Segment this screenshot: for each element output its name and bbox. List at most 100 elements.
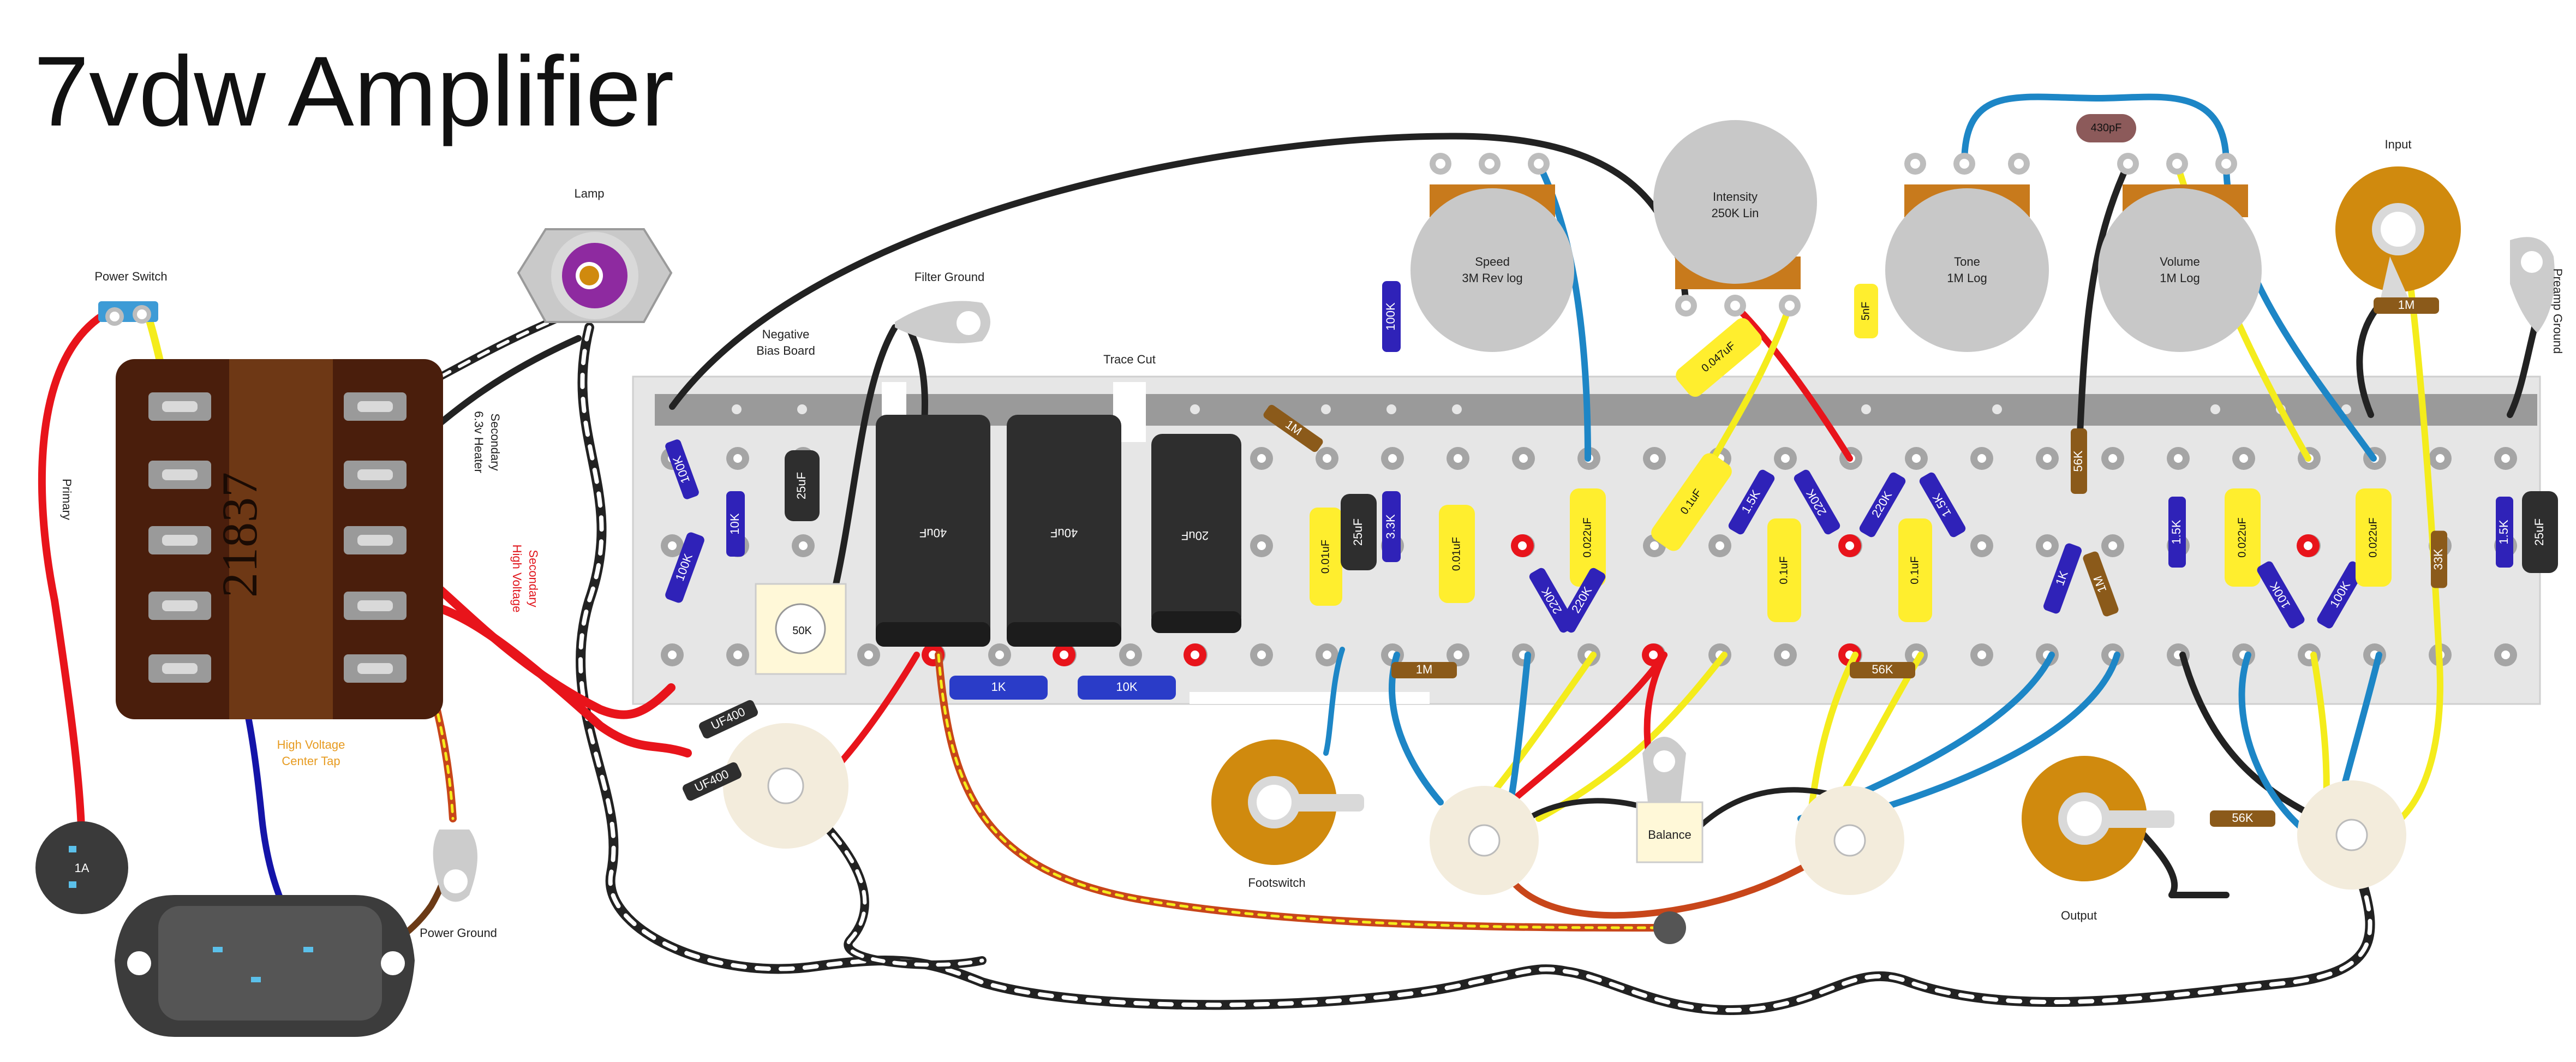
component-body: [1570, 488, 1606, 587]
rail-tap: [1861, 404, 1871, 414]
component-cap-01uf-b: 0.1uF: [1898, 518, 1932, 622]
component-filter-cap-1: 40uF: [919, 526, 947, 540]
label-lamp: Lamp: [574, 187, 604, 200]
component-res-15k-c: 1.5K: [2168, 497, 2186, 568]
component-body: [1854, 284, 1878, 338]
pot-intensity-value: 250K Lin: [1712, 206, 1759, 220]
component-body: [2083, 551, 2119, 617]
fuse-rating: 1A: [75, 861, 89, 875]
eyelet-hole: [2043, 454, 2052, 463]
eyelet-hole: [1454, 454, 1462, 463]
component-body: [1898, 518, 1932, 622]
eyelet-hole: [1454, 651, 1462, 659]
component-body: [2374, 297, 2439, 314]
component-body: [2356, 488, 2392, 587]
iec-power-inlet: [115, 895, 415, 1037]
label-balance: Balance: [1648, 828, 1692, 842]
pot-volume-value: 1M Log: [2160, 271, 2200, 285]
component-value: 25uF: [794, 472, 808, 499]
component-res-56k-bottom: 56K: [1850, 662, 1915, 678]
component-value: 33K: [2431, 548, 2445, 570]
component-cap-001uf-a: 0.01uF: [1310, 508, 1342, 606]
label-hv-ct-1: High Voltage: [277, 738, 345, 751]
pot-lug-hole: [1485, 159, 1495, 169]
component-value: 0.1uF: [1909, 556, 1921, 584]
pot-lug-hole: [1785, 301, 1795, 311]
pot-lug-hole: [1436, 159, 1445, 169]
eyelet-hole: [1845, 541, 1854, 550]
eyelet-hole: [1257, 541, 1266, 550]
component-value: 0.022uF: [2367, 517, 2379, 557]
component-body: [785, 450, 820, 521]
component-body: [665, 532, 704, 603]
label-hv-ct-2: Center Tap: [282, 754, 340, 768]
component-res-100k-speed: 100K: [1382, 281, 1401, 352]
component-value: 10K: [1116, 680, 1137, 694]
component-res-56k-output: 56K: [2210, 810, 2275, 827]
eyelet-hole: [1649, 651, 1658, 659]
chassis-ground-point: [1653, 911, 1686, 944]
pot-tone-name: Tone: [1954, 255, 1980, 269]
eyelet-hole: [1781, 651, 1790, 659]
eyelet-hole: [1060, 651, 1068, 659]
component-cap-25uf-bias: 25uF: [785, 450, 820, 521]
component-value: 1K: [991, 680, 1006, 694]
component-body: [2043, 543, 2082, 614]
label-filter-ground: Filter Ground: [915, 270, 984, 284]
component-value: 20uF: [1181, 529, 1209, 542]
label-power-switch: Power Switch: [94, 270, 167, 283]
component-res-10k-blue: 10K: [1078, 676, 1176, 700]
eyelet-hole: [1650, 454, 1659, 463]
eyelet-hole: [1977, 454, 1986, 463]
component-body: [2522, 491, 2558, 573]
eyelet-hole: [1518, 541, 1527, 550]
component-body: [1794, 469, 1840, 535]
component-value: 1M: [1416, 663, 1433, 676]
component-value: 40uF: [919, 526, 947, 540]
component-body: [1439, 505, 1475, 603]
component-body: [683, 762, 742, 801]
component-body: [2076, 114, 2136, 142]
transformer-tab-slot: [357, 535, 393, 546]
component-res-33k: 3.3K: [1382, 491, 1401, 562]
component-value: 56K: [2232, 811, 2253, 825]
component-body: [665, 439, 699, 499]
pot-lug-hole: [1534, 159, 1544, 169]
component-value: 100K: [1384, 302, 1397, 331]
tube-sockets: [723, 723, 2406, 895]
fuse-holder: 1A: [35, 821, 128, 914]
bias-pot-value: 50K: [792, 625, 812, 637]
pots: [1410, 120, 2262, 352]
label-heater-2: Secondary: [488, 413, 502, 470]
component-body: [1676, 318, 1762, 397]
component-value: 40uF: [1050, 526, 1078, 540]
transformer-tab-slot: [162, 663, 198, 674]
pot-speed-value: 3M Rev log: [1462, 271, 1522, 285]
pot-volume-name: Volume: [2160, 255, 2200, 269]
component-body: [2257, 561, 2305, 629]
label-negative-bias-1: Negative: [762, 327, 810, 341]
component-value: 25uF: [1351, 518, 1365, 546]
component-value: 0.01uF: [1450, 537, 1462, 571]
component-res-56k-top: 56K: [2071, 428, 2087, 494]
eyelet-hole: [995, 651, 1004, 659]
rail-tap: [2210, 404, 2220, 414]
eyelet-hole: [1650, 541, 1659, 550]
component-diode-1: UF400: [699, 700, 758, 739]
component-body: [2317, 561, 2365, 629]
eyelet-hole: [1781, 454, 1790, 463]
component-value: 0.022uF: [1581, 517, 1593, 557]
component-value: 1M: [2398, 298, 2415, 312]
component-value: 3.3K: [1384, 514, 1397, 539]
transformer-tab-slot: [357, 401, 393, 412]
pot-lug-hole: [2014, 159, 2024, 169]
component-res-1k: 1K: [2043, 543, 2082, 614]
eyelet-hole: [733, 454, 742, 463]
component-res-15k-b: 1.5K: [1919, 472, 1966, 538]
component-body: [1078, 676, 1176, 700]
rail-tap: [1386, 404, 1396, 414]
component-res-1m-bottom: 1M: [1391, 662, 1457, 678]
pilot-lamp: [517, 228, 673, 323]
component-body: [1767, 518, 1801, 622]
